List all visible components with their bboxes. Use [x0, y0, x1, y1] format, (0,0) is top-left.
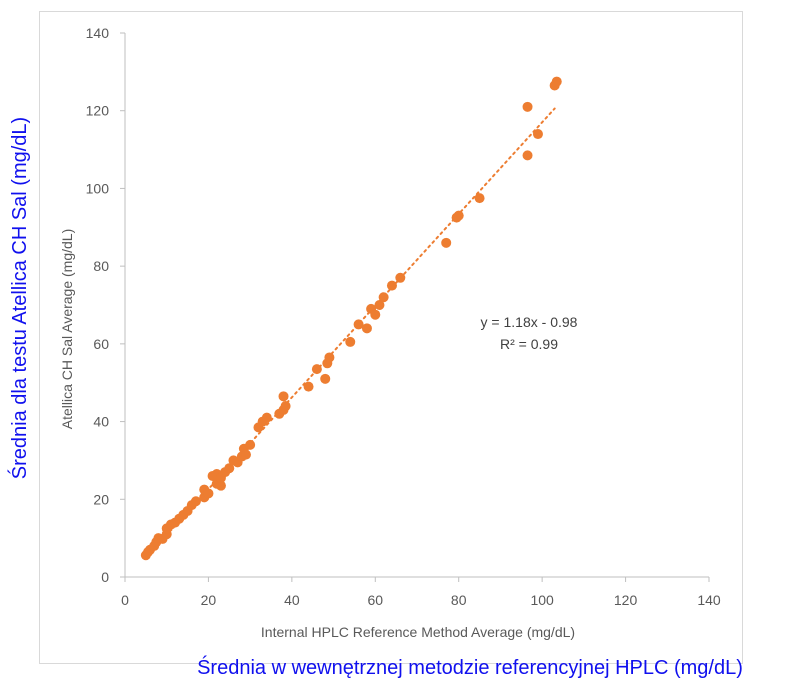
x-tick-label: 0: [121, 592, 129, 608]
data-point: [441, 237, 452, 248]
data-point: [551, 76, 562, 87]
x-tick-label: 20: [201, 592, 217, 608]
y-tick-label: 120: [86, 103, 110, 119]
y-tick-labels: 0 20 40 60 80 100 120 140: [86, 25, 125, 585]
x-tick-labels: 0 20 40 60 80 100 120 140: [121, 577, 721, 608]
data-point: [324, 352, 335, 363]
y-tick-label: 80: [93, 258, 109, 274]
data-point: [353, 319, 364, 330]
y-tick-label: 60: [93, 336, 109, 352]
data-point: [261, 412, 272, 423]
data-point: [374, 300, 385, 310]
y-tick-label: 100: [86, 180, 110, 196]
data-point: [240, 449, 251, 460]
y-axis-title: Atellica CH Sal Average (mg/dL): [59, 229, 75, 430]
x-tick-label: 40: [284, 592, 300, 608]
data-point: [215, 480, 226, 491]
overlay-x-label: Średnia w wewnętrznej metodzie referency…: [197, 655, 743, 679]
data-point: [378, 292, 389, 303]
x-tick-label: 100: [530, 592, 554, 608]
data-point: [370, 309, 381, 320]
data-points: [140, 76, 562, 561]
data-point: [303, 381, 314, 392]
data-point: [522, 150, 533, 161]
data-point: [280, 401, 291, 412]
data-point: [311, 364, 322, 375]
r-squared-label: R² = 0.99: [500, 336, 558, 352]
x-axis-title: Internal HPLC Reference Method Average (…: [261, 624, 575, 640]
chart-frame: [39, 11, 743, 664]
data-point: [361, 323, 372, 334]
y-tick-label: 20: [93, 491, 109, 507]
data-point: [386, 280, 397, 291]
data-point: [224, 463, 235, 474]
data-point: [532, 129, 543, 140]
overlay-y-label: Średnia dla testu Atellica CH Sal (mg/dL…: [7, 117, 31, 479]
data-point: [190, 496, 201, 507]
data-point: [320, 373, 331, 384]
x-tick-label: 140: [697, 592, 721, 608]
y-tick-label: 40: [93, 414, 109, 430]
data-point: [345, 336, 356, 347]
data-point: [395, 272, 406, 283]
x-tick-label: 60: [367, 592, 383, 608]
x-tick-label: 80: [451, 592, 467, 608]
data-point: [474, 193, 485, 204]
y-tick-label: 140: [86, 25, 110, 41]
data-point: [278, 391, 289, 402]
axes: [124, 33, 709, 578]
data-point: [522, 101, 533, 112]
y-tick-label: 0: [101, 569, 109, 585]
data-point: [245, 439, 256, 450]
x-tick-label: 120: [614, 592, 638, 608]
trendline-equation: y = 1.18x - 0.98: [481, 314, 578, 330]
data-point: [453, 210, 464, 221]
data-point: [203, 488, 214, 499]
